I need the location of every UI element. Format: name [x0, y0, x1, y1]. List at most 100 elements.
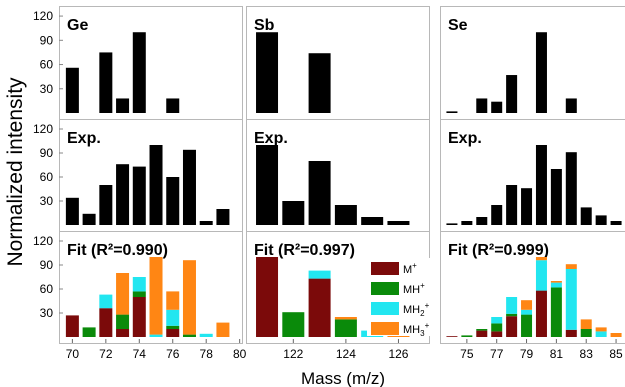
- bar: [387, 221, 410, 225]
- panel-label: Fit (R²=0.999): [448, 242, 549, 259]
- x-tick-label: 74: [133, 347, 147, 361]
- panel-frame: [440, 231, 625, 344]
- bar: [132, 166, 146, 225]
- bar-mh3plus: [550, 281, 562, 283]
- bar-mh3plus: [610, 333, 622, 337]
- bar-mhplus: [476, 329, 488, 331]
- bar-mh3plus: [116, 273, 130, 315]
- bar-mplus: [116, 329, 130, 337]
- panel-label: Se: [448, 17, 468, 34]
- panel-label: Sb: [254, 17, 275, 34]
- bar: [361, 217, 384, 225]
- bar-mh2plus: [166, 309, 180, 326]
- y-tick-label: 30: [40, 82, 54, 96]
- y-tick-label: 90: [40, 146, 54, 160]
- bar: [256, 32, 279, 113]
- bar: [99, 52, 113, 113]
- bar-mplus: [65, 315, 79, 337]
- x-tick-label: 81: [550, 347, 564, 361]
- bar-mhplus: [461, 335, 473, 337]
- x-tick-label: 70: [66, 347, 80, 361]
- legend-label: MH3+: [403, 321, 430, 338]
- x-tick-label: 72: [99, 347, 113, 361]
- bar-mplus: [132, 297, 146, 337]
- y-tick-label: 120: [33, 122, 53, 136]
- bar-mhplus: [166, 325, 180, 329]
- bar-mh2plus: [199, 333, 213, 337]
- legend-label: MH2+: [403, 301, 430, 318]
- bar-mh3plus: [149, 257, 163, 335]
- bar: [308, 161, 331, 225]
- bar: [610, 221, 622, 225]
- bar-mh3plus: [535, 257, 547, 261]
- bar-mplus: [99, 308, 113, 337]
- panel-ge-fit: 30 60 90 120 Fit (R²=0.990) 70 72 74 76 78 80: [33, 231, 247, 361]
- x-tick-label: 78: [200, 347, 214, 361]
- bar-mhplus: [182, 334, 196, 337]
- bar: [506, 185, 518, 225]
- bar-mh3plus: [166, 291, 180, 310]
- bar-mh2plus: [308, 270, 331, 279]
- bar-mh3plus: [595, 327, 607, 332]
- bar-mplus: [506, 316, 518, 337]
- x-tick-label: 126: [388, 347, 408, 361]
- y-tick-label: 120: [33, 234, 53, 248]
- x-tick-label: 124: [336, 347, 356, 361]
- legend-swatch: [371, 302, 399, 315]
- y-tick-label: 90: [40, 258, 54, 272]
- panel-label: Ge: [67, 17, 88, 34]
- bar-mhplus: [550, 287, 562, 337]
- bar-mh3plus: [182, 260, 196, 335]
- bar: [182, 149, 196, 225]
- bar: [116, 98, 130, 113]
- bar: [334, 205, 357, 225]
- bar: [132, 32, 146, 113]
- bar-mhplus: [282, 312, 305, 337]
- bar: [535, 32, 547, 113]
- panel-sb-fit: Fit (R²=0.997) 122 124 126: [246, 231, 430, 361]
- x-tick-label: 79: [520, 347, 534, 361]
- bar: [308, 53, 331, 113]
- bar: [565, 98, 577, 113]
- bar-mhplus: [334, 319, 357, 337]
- bar-mplus: [166, 329, 180, 337]
- y-axis-label: Normalized intensity: [4, 77, 27, 267]
- x-tick-label: 122: [283, 347, 303, 361]
- legend-label: M+: [403, 261, 417, 276]
- bar: [216, 209, 230, 225]
- y-tick-label: 120: [33, 9, 53, 23]
- bar: [65, 197, 79, 225]
- bar: [99, 185, 113, 225]
- bar-mh3plus: [565, 264, 577, 269]
- bar-mh2plus: [99, 294, 113, 309]
- bar: [461, 221, 473, 225]
- y-tick-label: 60: [40, 282, 54, 296]
- y-tick-label: 60: [40, 58, 54, 72]
- panel-se-exp: Exp.: [440, 119, 625, 232]
- y-tick-label: 30: [40, 306, 54, 320]
- bar-mplus: [491, 331, 503, 337]
- bar: [116, 164, 130, 225]
- bar-mplus: [446, 336, 458, 337]
- x-tick-label: 75: [460, 347, 474, 361]
- bar: [580, 207, 592, 225]
- x-tick-label: 80: [233, 347, 247, 361]
- bar: [491, 205, 503, 225]
- bar-mh3plus: [216, 322, 230, 337]
- bar: [199, 221, 213, 225]
- y-tick-label: 90: [40, 33, 54, 47]
- bar-mhplus: [116, 314, 130, 329]
- bar: [550, 169, 562, 225]
- bar: [595, 215, 607, 225]
- bar: [446, 111, 458, 113]
- x-tick-label: 85: [609, 347, 623, 361]
- bar: [476, 98, 488, 113]
- bar: [149, 145, 163, 225]
- x-tick-label: 83: [580, 347, 594, 361]
- bar: [446, 223, 458, 225]
- bar: [166, 98, 180, 113]
- bar: [521, 188, 533, 225]
- y-tick-label: 60: [40, 170, 54, 184]
- bar-mh2plus: [550, 282, 562, 288]
